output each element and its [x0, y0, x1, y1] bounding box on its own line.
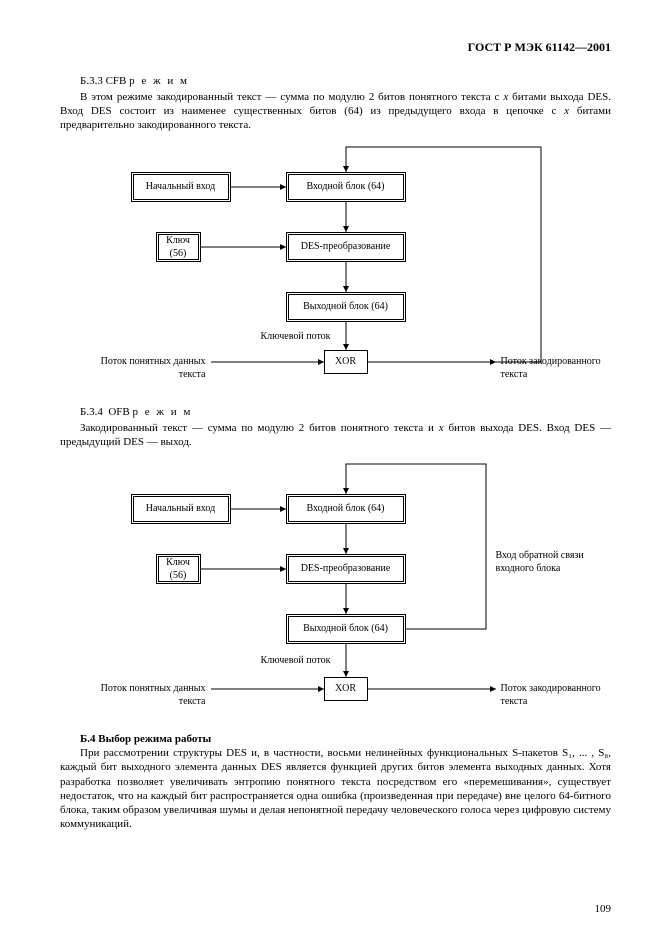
label-feedback: Вход обратной связи входного блока	[496, 549, 606, 575]
label-plaintext: Поток понятных данных текста	[96, 355, 206, 381]
label-ciphertext: Поток закодированного текста	[501, 682, 606, 708]
label-keystream: Ключевой поток	[261, 330, 331, 343]
section-b34-title: Б.3.4 OFB р е ж и м	[60, 405, 611, 419]
section-b4-title: Б.4 Выбор режима работы	[60, 732, 611, 746]
section-b34-text: Закодированный текст — сумма по модулю 2…	[60, 421, 611, 450]
cfb-diagram: Начальный вход Входной блок (64) Ключ (5…	[66, 137, 606, 397]
node-init-input: Начальный вход	[131, 172, 231, 202]
label-plaintext: Поток понятных данных текста	[96, 682, 206, 708]
node-output-block: Выходной блок (64)	[286, 292, 406, 322]
node-key: Ключ (56)	[156, 554, 201, 584]
node-key: Ключ (56)	[156, 232, 201, 262]
doc-header: ГОСТ Р МЭК 61142—2001	[60, 40, 611, 56]
node-input-block: Входной блок (64)	[286, 172, 406, 202]
label-keystream: Ключевой поток	[261, 654, 331, 667]
node-init-input: Начальный вход	[131, 494, 231, 524]
node-input-block: Входной блок (64)	[286, 494, 406, 524]
ofb-diagram: Начальный вход Входной блок (64) Ключ (5…	[66, 454, 606, 724]
node-xor: XOR	[324, 350, 368, 374]
page-number: 109	[595, 902, 612, 916]
node-output-block: Выходной блок (64)	[286, 614, 406, 644]
node-xor: XOR	[324, 677, 368, 701]
node-des: DES-преобразование	[286, 232, 406, 262]
node-des: DES-преобразование	[286, 554, 406, 584]
label-ciphertext: Поток закодированного текста	[501, 355, 606, 381]
section-b4-text: При рассмотрении структуры DES и, в част…	[60, 746, 611, 832]
section-b33-text: В этом режиме закодированный текст — сум…	[60, 90, 611, 133]
section-b33-title: Б.3.3 CFB р е ж и м	[60, 74, 611, 88]
